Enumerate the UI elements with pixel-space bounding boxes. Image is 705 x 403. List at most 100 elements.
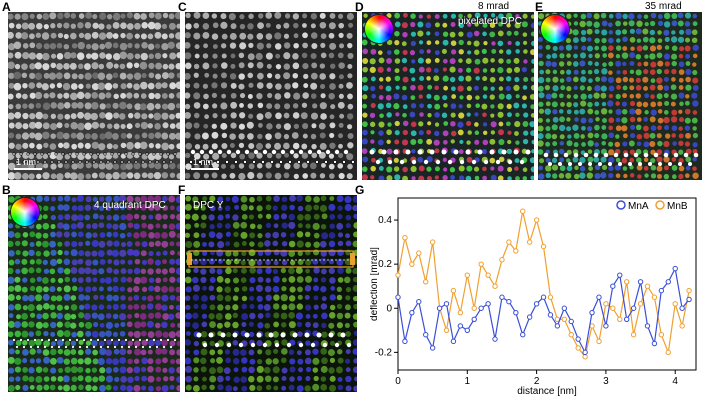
atom-columns: [8, 12, 180, 180]
data-point-mna: [395, 294, 401, 300]
data-point-mna: [617, 272, 623, 278]
y-tick-label: 0.4: [378, 215, 392, 226]
y-tick-label: 0: [386, 303, 392, 314]
data-point-mna: [644, 323, 651, 329]
data-point-mna: [416, 298, 422, 305]
data-point-mna: [499, 294, 505, 300]
overlay-markers: [12, 152, 177, 164]
data-point-mna: [630, 305, 637, 311]
panel-d-title-line2: pixelated DPC: [458, 16, 522, 27]
data-point-mnb: [561, 316, 568, 322]
legend-label-mnb: MnB: [667, 201, 688, 212]
data-point-mnb: [409, 261, 415, 267]
panel-d-title-line1: 8 mrad: [478, 1, 510, 12]
data-point-mnb: [395, 272, 401, 278]
x-tick-label: 4: [672, 376, 678, 387]
plot-frame: [397, 197, 697, 371]
data-point-mna: [554, 323, 561, 329]
data-point-mna: [471, 316, 477, 322]
panel-b-4quadrant-dpc-image: 4 quadrant DPC: [8, 195, 180, 392]
data-point-mna: [457, 323, 464, 329]
data-point-mnb: [630, 332, 637, 338]
data-point-mnb: [637, 301, 644, 307]
data-point-mna: [603, 323, 609, 329]
panel-e-title: 35 mrad: [645, 1, 682, 12]
panel-label-f: F: [178, 183, 186, 197]
data-point-mnb: [506, 239, 512, 245]
panel-c-abf-image: 1 nm: [185, 12, 357, 180]
data-point-mnb: [450, 287, 457, 294]
data-point-mna: [450, 338, 457, 345]
legend-marker-mnb: [655, 200, 665, 210]
data-point-mna: [520, 332, 526, 338]
data-point-mnb: [644, 283, 651, 289]
data-point-mnb: [658, 332, 665, 338]
profile-marker-left: [187, 253, 192, 265]
data-point-mna: [596, 294, 602, 300]
data-point-mnb: [547, 294, 554, 300]
data-point-mnb: [596, 338, 602, 345]
data-point-mnb: [623, 279, 630, 285]
atom-columns: [185, 12, 354, 180]
data-point-mnb: [513, 248, 519, 254]
panel-label-b: B: [2, 183, 11, 197]
panel-label-d: D: [355, 0, 364, 14]
overlay-markers: [369, 149, 531, 165]
atom-columns: [362, 12, 534, 180]
x-tick-label: 1: [465, 376, 471, 387]
panel-label-e: E: [535, 0, 544, 14]
data-point-mna: [582, 349, 588, 356]
overlay-markers: [543, 152, 699, 166]
x-tick-label: 2: [534, 376, 540, 387]
legend-label-mna: MnA: [628, 201, 649, 212]
y-tick-label: -0.2: [375, 347, 393, 358]
data-point-mna: [686, 296, 692, 303]
data-point-mnb: [402, 234, 408, 241]
x-axis-label: distance [nm]: [517, 386, 577, 397]
panel-e-dpc-image: [538, 12, 702, 180]
data-point-mnb: [526, 239, 533, 245]
color-wheel-icon: [541, 15, 569, 43]
data-point-mna: [637, 279, 644, 285]
data-point-mna: [464, 327, 471, 334]
scalebar-label-c: 1 nm: [193, 157, 214, 167]
data-point-mna: [672, 265, 678, 272]
panel-label-c: C: [178, 0, 187, 14]
data-point-mna: [589, 309, 595, 316]
data-point-mna: [429, 345, 436, 351]
y-axis-label: deflection [mrad]: [370, 247, 380, 321]
panel-label-a: A: [2, 0, 11, 14]
data-point-mnb: [540, 243, 547, 250]
data-point-mnb: [651, 294, 658, 300]
panel-b-title: 4 quadrant DPC: [94, 200, 166, 211]
atom-columns: [185, 195, 357, 392]
legend: MnA MnB: [616, 200, 688, 212]
data-point-mna: [665, 279, 671, 285]
data-point-mna: [526, 314, 533, 320]
data-point-mna: [547, 312, 554, 318]
data-point-mna: [651, 340, 658, 347]
overlay-markers: [189, 149, 355, 164]
data-point-mna: [610, 283, 616, 289]
atom-columns: [538, 12, 699, 180]
data-point-mnb: [679, 323, 685, 329]
data-point-mna: [568, 318, 574, 325]
data-point-mnb: [499, 257, 505, 263]
panel-label-g: G: [355, 183, 365, 197]
data-point-mna: [679, 305, 685, 311]
panel-a-haadf-image: 1 nm: [8, 12, 180, 180]
data-point-mnb: [492, 283, 498, 289]
data-point-mnb: [464, 272, 471, 278]
data-point-mna: [402, 338, 408, 345]
data-point-mna: [575, 336, 581, 342]
data-point-mna: [409, 309, 415, 316]
data-point-mnb: [478, 261, 484, 267]
data-point-mna: [485, 301, 491, 307]
data-point-mna: [540, 294, 547, 300]
data-point-mnb: [429, 239, 436, 245]
overlay-markers: [12, 338, 177, 349]
panel-d-pixelated-dpc-image: pixelated DPC: [362, 12, 534, 180]
data-point-mna: [492, 336, 498, 342]
data-point-mna: [423, 332, 429, 338]
scalebar-label-a: 1 nm: [16, 157, 37, 167]
